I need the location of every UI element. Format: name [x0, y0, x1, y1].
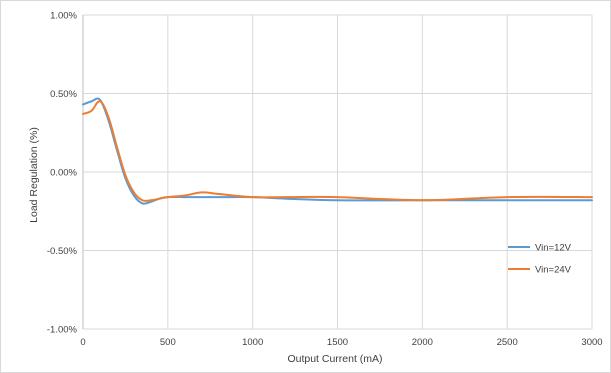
y-tick-label: 1.00%	[50, 11, 77, 22]
legend-label: Vin=12V	[535, 243, 572, 254]
x-tick-label: 3000	[581, 337, 602, 348]
x-tick-label: 2000	[412, 337, 433, 348]
x-tick-label: 500	[160, 337, 176, 348]
x-tick-label: 0	[80, 337, 85, 348]
y-tick-label: 0.50%	[50, 89, 77, 100]
legend-label: Vin=24V	[535, 265, 572, 276]
series-group	[82, 97, 593, 205]
legend: Vin=12V Vin=24V	[508, 243, 572, 276]
x-tick-label: 2500	[497, 337, 518, 348]
grid	[83, 14, 593, 330]
y-tick-label: -1.00%	[47, 325, 78, 336]
series-line-vin-24v	[82, 100, 593, 202]
x-tick-label: 1000	[242, 337, 263, 348]
tick-labels: 0 500 1000 1500 2000 2500 3000 1.00% 0.50% 0.00% -…	[47, 11, 603, 349]
y-tick-label: -0.50%	[47, 246, 78, 257]
x-axis-title: Output Current (mA)	[287, 353, 382, 365]
x-tick-label: 1500	[327, 337, 348, 348]
y-tick-label: 0.00%	[50, 168, 77, 179]
y-axis-title: Load Regulation (%)	[28, 127, 40, 223]
